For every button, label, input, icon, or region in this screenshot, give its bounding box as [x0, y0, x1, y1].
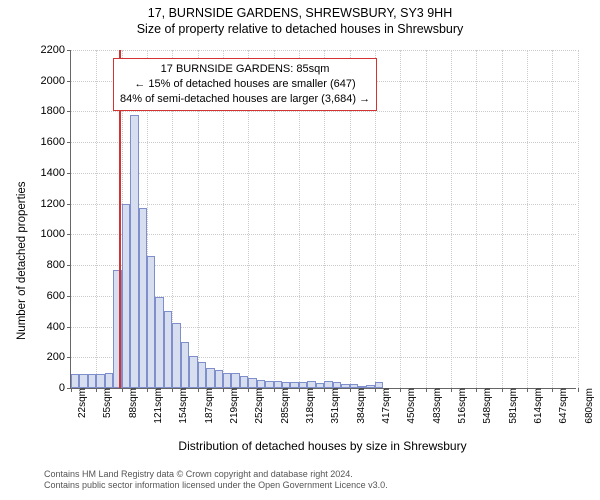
histogram-bar [366, 385, 374, 388]
ytick-label: 1400 [41, 167, 71, 179]
ytick-label: 200 [47, 351, 71, 363]
histogram-bar [350, 384, 358, 388]
histogram-bar [257, 380, 265, 388]
xtick-label: 384sqm [350, 388, 367, 424]
histogram-bar [316, 383, 324, 388]
ytick-label: 800 [47, 259, 71, 271]
annotation-box: 17 BURNSIDE GARDENS: 85sqm← 15% of detac… [113, 58, 377, 111]
gridline-v [451, 50, 452, 388]
ytick-label: 1800 [41, 105, 71, 117]
xtick-label: 285sqm [274, 388, 291, 424]
gridline-v [502, 50, 503, 388]
histogram-bar [189, 356, 197, 388]
xtick-label: 516sqm [451, 388, 468, 424]
xtick-label: 647sqm [552, 388, 569, 424]
histogram-bar [181, 342, 189, 388]
histogram-plot: 0200400600800100012001400160018002000220… [70, 50, 576, 389]
y-axis-label: Number of detached properties [16, 181, 28, 340]
xtick-label: 417sqm [375, 388, 392, 424]
ytick-label: 1600 [41, 136, 71, 148]
xtick-label: 680sqm [578, 388, 595, 424]
histogram-bar [155, 297, 163, 388]
histogram-bar [105, 373, 113, 388]
histogram-bar [282, 382, 290, 388]
xtick-label: 154sqm [172, 388, 189, 424]
histogram-bar [265, 381, 273, 388]
xtick-label: 88sqm [122, 388, 139, 418]
histogram-bar [172, 323, 180, 388]
ytick-label: 400 [47, 321, 71, 333]
ytick-label: 0 [59, 382, 71, 394]
credits: Contains HM Land Registry data © Crown c… [44, 469, 590, 492]
gridline-v [527, 50, 528, 388]
histogram-bar [324, 381, 332, 388]
ytick-label: 2200 [41, 44, 71, 56]
histogram-bar [130, 115, 138, 388]
histogram-bar [139, 208, 147, 388]
histogram-bar [290, 382, 298, 388]
page-title: 17, BURNSIDE GARDENS, SHREWSBURY, SY3 9H… [0, 6, 600, 20]
histogram-bar [240, 376, 248, 388]
histogram-bar [248, 378, 256, 388]
x-axis-label: Distribution of detached houses by size … [70, 439, 575, 453]
histogram-bar [223, 373, 231, 388]
histogram-bar [79, 374, 87, 388]
xtick-label: 581sqm [502, 388, 519, 424]
xtick-label: 252sqm [248, 388, 265, 424]
gridline-v [476, 50, 477, 388]
xtick-label: 318sqm [299, 388, 316, 424]
histogram-bar [375, 382, 383, 388]
xtick-label: 450sqm [400, 388, 417, 424]
xtick-label: 483sqm [426, 388, 443, 424]
xtick-label: 55sqm [96, 388, 113, 418]
histogram-bar [122, 204, 130, 388]
gridline-v [552, 50, 553, 388]
credits-line-2: Contains public sector information licen… [44, 480, 590, 492]
histogram-bar [164, 311, 172, 388]
ytick-label: 1200 [41, 198, 71, 210]
gridline-v [96, 50, 97, 388]
credits-line-1: Contains HM Land Registry data © Crown c… [44, 469, 590, 481]
xtick-label: 614sqm [527, 388, 544, 424]
xtick-label: 351sqm [324, 388, 341, 424]
xtick-label: 219sqm [223, 388, 240, 424]
ytick-label: 2000 [41, 75, 71, 87]
xtick-label: 121sqm [147, 388, 164, 424]
xtick-label: 548sqm [476, 388, 493, 424]
histogram-bar [274, 381, 282, 388]
gridline-v [578, 50, 579, 388]
histogram-bar [198, 362, 206, 388]
histogram-bar [333, 382, 341, 388]
xtick-label: 187sqm [198, 388, 215, 424]
ytick-label: 600 [47, 290, 71, 302]
histogram-bar [88, 374, 96, 388]
histogram-bar [358, 386, 366, 388]
histogram-bar [307, 381, 315, 388]
annotation-line: 84% of semi-detached houses are larger (… [120, 92, 370, 107]
histogram-bar [299, 382, 307, 388]
annotation-line: 17 BURNSIDE GARDENS: 85sqm [120, 62, 370, 77]
histogram-bar [341, 384, 349, 388]
ytick-label: 1000 [41, 228, 71, 240]
page-subtitle: Size of property relative to detached ho… [0, 22, 600, 36]
histogram-bar [96, 374, 104, 388]
histogram-bar [231, 373, 239, 388]
annotation-line: ← 15% of detached houses are smaller (64… [120, 77, 370, 92]
histogram-bar [147, 256, 155, 388]
histogram-bar [71, 374, 79, 388]
gridline-v [426, 50, 427, 388]
histogram-bar [215, 370, 223, 388]
gridline-v [400, 50, 401, 388]
histogram-bar [206, 368, 214, 388]
xtick-label: 22sqm [71, 388, 88, 418]
